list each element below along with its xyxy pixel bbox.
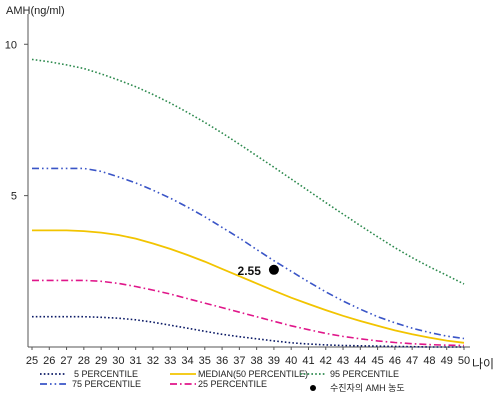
x-tick-label: 43 — [337, 355, 349, 367]
highlight-label: 2.55 — [238, 264, 262, 278]
x-tick-label: 42 — [320, 355, 332, 367]
legend-label-3: 75 PERCENTILE — [72, 379, 141, 389]
x-axis-label: 나이 — [472, 357, 494, 371]
x-tick-label: 29 — [95, 355, 107, 367]
highlight-point — [268, 264, 279, 275]
x-tick-label: 50 — [458, 355, 470, 367]
legend: 5 PERCENTILE MEDIAN(50 PERCENTILE) 95 PERC… — [40, 369, 405, 393]
x-tick-label: 49 — [441, 355, 453, 367]
x-tick-label: 28 — [78, 355, 90, 367]
highlight-marks: 2.55 — [238, 264, 279, 278]
x-tick-label: 30 — [112, 355, 124, 367]
x-tick-label: 44 — [354, 355, 366, 367]
axes: AMH(ng/ml) 나이 — [6, 5, 494, 371]
series-line-3 — [32, 167, 465, 340]
series-line-1 — [32, 279, 465, 347]
x-tick-label: 36 — [216, 355, 228, 367]
x-tick-label: 26 — [43, 355, 55, 367]
x-tick-label: 31 — [130, 355, 142, 367]
x-tick-label: 33 — [164, 355, 176, 367]
x-tick-label: 48 — [423, 355, 435, 367]
y-tick-label: 10 — [5, 39, 17, 51]
series-lines — [31, 58, 465, 348]
legend-label-0: 5 PERCENTILE — [74, 369, 138, 379]
x-tick-label: 37 — [233, 355, 245, 367]
legend-highlight-marker — [310, 385, 316, 391]
x-tick-label: 27 — [60, 355, 72, 367]
x-tick-label: 38 — [251, 355, 263, 367]
legend-label-1: 25 PERCENTILE — [198, 379, 267, 389]
x-tick-label: 32 — [147, 355, 159, 367]
legend-highlight-label: 수진자의 AMH 농도 — [330, 383, 405, 393]
x-tick-label: 46 — [389, 355, 401, 367]
axis-ticks: 5 10 25 26 27 28 29 30 31 32 33 34 35 36 37 38 39 40 41 42 4… — [5, 39, 470, 367]
x-tick-label: 41 — [302, 355, 314, 367]
x-tick-label: 47 — [406, 355, 418, 367]
x-tick-label: 34 — [181, 355, 193, 367]
series-line-4 — [31, 58, 465, 285]
x-tick-label: 39 — [268, 355, 280, 367]
y-axis-label: AMH(ng/ml) — [6, 5, 65, 17]
x-tick-label: 45 — [371, 355, 383, 367]
y-tick-label: 5 — [11, 191, 17, 203]
x-tick-label: 35 — [199, 355, 211, 367]
legend-label-2: MEDIAN(50 PERCENTILE) — [198, 369, 308, 379]
series-line-2 — [32, 229, 465, 344]
x-tick-label: 25 — [26, 355, 38, 367]
x-tick-label: 40 — [285, 355, 297, 367]
series-line-0 — [32, 315, 464, 348]
legend-label-4: 95 PERCENTILE — [330, 369, 399, 379]
